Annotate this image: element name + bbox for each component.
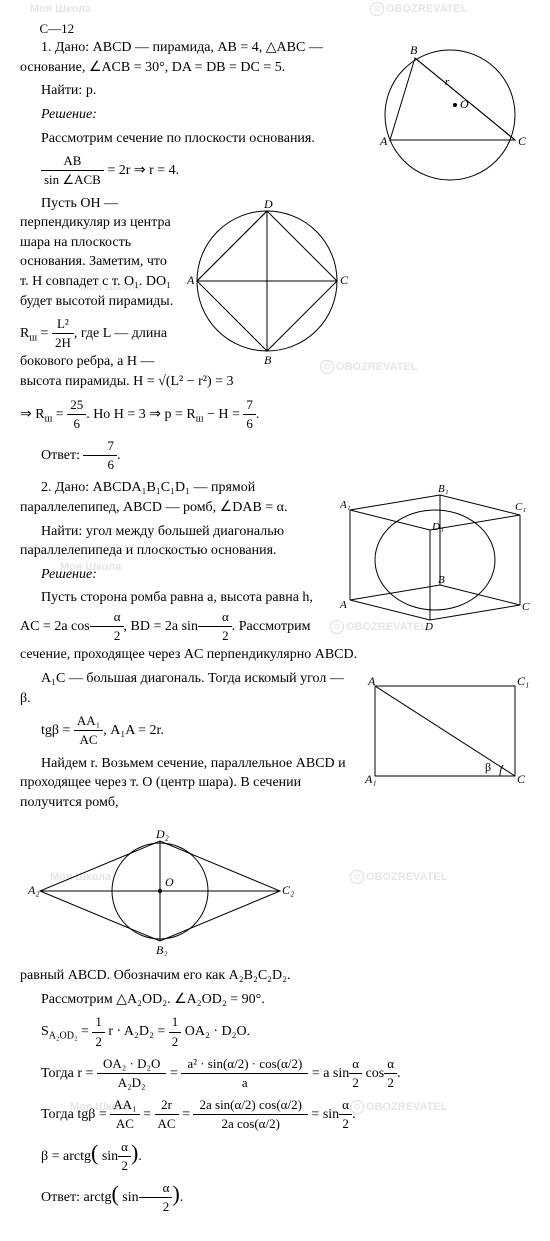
svg-text:C: C [340, 273, 349, 287]
svg-text:A: A [339, 599, 347, 611]
p2-eq5: β = arctg( sinα2). [41, 1138, 530, 1175]
svg-text:D₂: D₂ [155, 827, 169, 841]
svg-text:C: C [522, 601, 530, 613]
watermark: Моя Школа [30, 2, 91, 17]
svg-text:C: C [518, 134, 527, 148]
svg-text:B: B [264, 353, 272, 366]
svg-text:A₁: A₁ [339, 499, 351, 511]
svg-text:C₁: C₁ [517, 674, 529, 688]
svg-text:A₂: A₂ [27, 883, 40, 897]
diagram-circle-rhombus: D A C B [182, 196, 352, 366]
p1-eq3-line: ⇒ Rш = 256. Но H = 3 ⇒ p = Rш − H = 76. [20, 396, 530, 433]
svg-text:C: C [517, 772, 526, 786]
svg-text:A₁: A₁ [364, 772, 377, 786]
svg-text:O: O [460, 97, 469, 111]
svg-text:A: A [379, 134, 388, 148]
svg-text:r: r [445, 76, 450, 88]
svg-text:D₁: D₁ [431, 521, 444, 533]
svg-text:A: A [186, 273, 195, 287]
diagram-rhombus-circle: D₂ A₂ O C₂ B₂ [20, 826, 530, 956]
svg-text:β: β [485, 760, 491, 774]
p2-eq4: Тогда tgβ = AA₁AC = 2rAC = 2a sin(α/2) c… [41, 1096, 530, 1133]
p2-eq2: SA₂OD₂ = 12 r · A₂D₂ = 12 OA₂ · D₂O. [41, 1013, 530, 1050]
p2-eq3: Тогда r = OA₂ · D₂OA₂D₂ = a² · sin(α/2) … [41, 1055, 530, 1092]
p2-answer: Ответ: arctg( sinα2). [20, 1179, 530, 1216]
svg-text:D: D [424, 621, 433, 630]
svg-text:B: B [438, 574, 445, 586]
svg-text:C₂: C₂ [282, 883, 294, 897]
svg-text:D: D [263, 197, 273, 211]
diagram-rectangle-beta: A C₁ A₁ C β [360, 671, 530, 791]
section-header: C—12 [20, 20, 530, 38]
p1-answer: Ответ: 76. [20, 437, 530, 474]
svg-text:B₁: B₁ [438, 483, 449, 495]
svg-text:B₂: B₂ [156, 943, 168, 956]
svg-text:O: O [165, 875, 174, 889]
p2-l4: равный ABCD. Обозначим его как A₂B₂C₂D₂. [20, 966, 530, 986]
svg-text:A: A [367, 674, 376, 688]
p2-l5: Рассмотрим △A₂OD₂. ∠A₂OD₂ = 90°. [20, 990, 530, 1010]
diagram-circle-triangle: B r O A C [360, 40, 530, 190]
svg-text:B: B [410, 43, 418, 57]
diagram-parallelepiped: A₁ B₁ C₁ D₁ A B C D [330, 480, 530, 630]
watermark-logo: ⊙OBOZREVATEL [370, 2, 467, 17]
svg-text:C₁: C₁ [515, 501, 526, 513]
